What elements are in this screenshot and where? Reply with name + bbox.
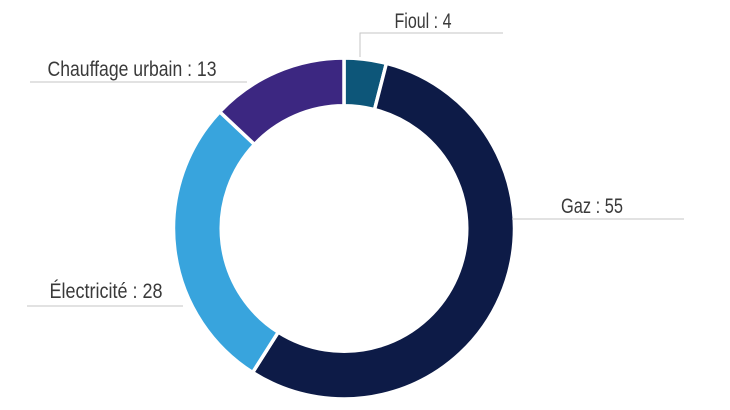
donut-segment-gaz[interactable] — [250, 61, 517, 401]
segment-label-chauffage-urbain: Chauffage urbain : 13 — [48, 58, 217, 81]
segment-label-electricite: Électricité : 28 — [50, 280, 163, 303]
donut-segment-electricite[interactable] — [171, 109, 281, 375]
label-connector-fioul — [359, 32, 503, 57]
donut-segment-chauffage-urbain[interactable] — [217, 56, 346, 147]
segment-label-gaz: Gaz : 55 — [561, 195, 623, 218]
segment-label-fioul: Fioul : 4 — [395, 10, 452, 33]
